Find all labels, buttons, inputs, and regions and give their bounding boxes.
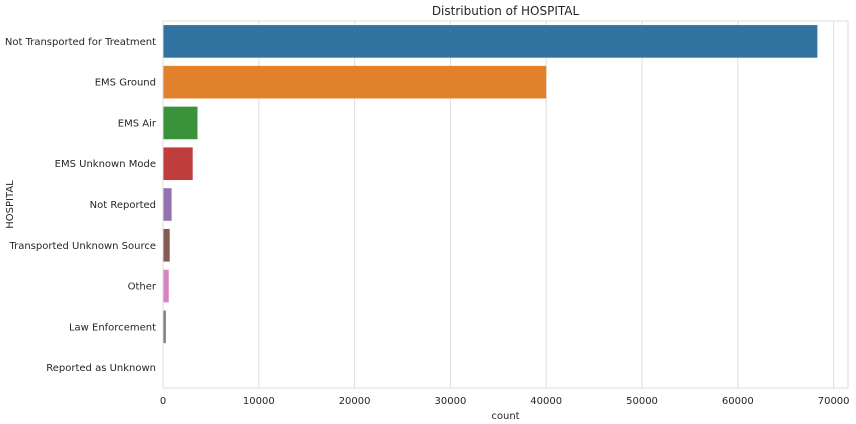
bar [163,25,818,58]
x-tick-labels: 0 10000 20000 30000 40000 50000 60000 70000 [160,396,850,407]
bar [163,269,169,303]
x-tick-label: 10000 [243,396,275,407]
y-tick-label: Law Enforcement [69,322,156,333]
bar [163,188,172,221]
x-tick-label: 60000 [722,396,754,407]
y-tick-labels: Not Transported for Treatment EMS Ground E… [5,37,157,374]
plot-frame [162,20,849,389]
y-axis-label: HOSPITAL [5,180,16,229]
bar [163,106,198,140]
x-tick-label: 70000 [818,396,850,407]
y-tick-label: EMS Air [118,118,157,129]
bar [163,147,193,181]
chart-title: Distribution of HOSPITAL [432,4,580,18]
x-tick-label: 50000 [626,396,658,407]
bar [163,228,170,262]
y-tick-label: EMS Unknown Mode [55,159,156,170]
y-tick-label: Transported Unknown Source [8,241,156,252]
y-tick-label: Not Reported [90,200,156,211]
y-tick-label: EMS Ground [95,78,156,89]
bar [163,310,166,344]
x-axis-label: count [491,411,519,422]
x-tick-label: 30000 [435,396,467,407]
bar [163,65,547,99]
y-tick-label: Other [128,282,157,293]
bars [163,25,818,384]
x-tick-label: 40000 [530,396,562,407]
x-tick-label: 20000 [339,396,371,407]
x-tick-label: 0 [160,396,166,407]
y-tick-label: Not Transported for Treatment [5,37,156,48]
y-tick-label: Reported as Unknown [46,363,156,374]
